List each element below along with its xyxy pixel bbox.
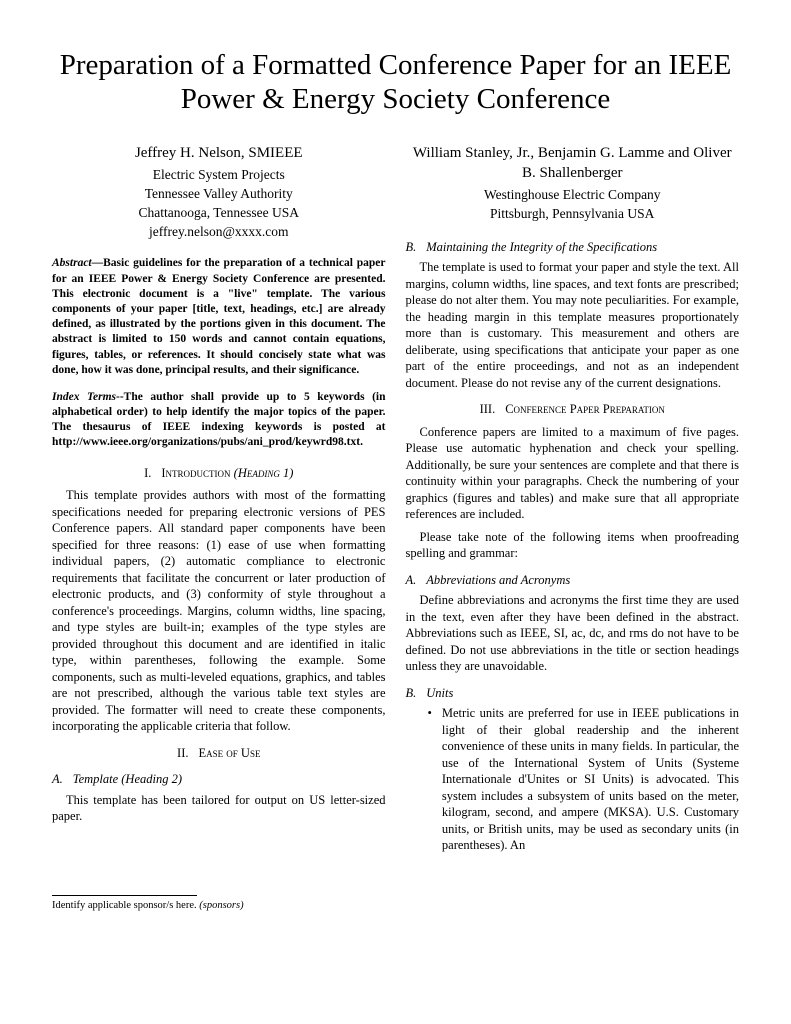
paragraph: Define abbreviations and acronyms the fi… (406, 592, 740, 675)
section-number: I. (144, 466, 151, 480)
paragraph: This template provides authors with most… (52, 487, 386, 735)
subsection-title: Template (Heading 2) (73, 772, 182, 786)
subsection-label: A. (52, 772, 63, 786)
section-heading-1: I.Introduction (Heading 1) (52, 465, 386, 482)
section-heading-3: III.Conference Paper Preparation (406, 401, 740, 418)
subsection-heading: A. Template (Heading 2) (52, 771, 386, 788)
footnote-rule (52, 895, 197, 896)
paragraph: This template has been tailored for outp… (52, 792, 386, 825)
subsection-heading: A. Abbreviations and Acronyms (406, 572, 740, 589)
abstract-text: —Basic guidelines for the preparation of… (52, 257, 386, 375)
paragraph: Conference papers are limited to a maxim… (406, 424, 740, 523)
abstract: Abstract—Basic guidelines for the prepar… (52, 256, 386, 377)
author-affil: Westinghouse Electric Company (406, 186, 740, 204)
subsection-title: Abbreviations and Acronyms (426, 573, 570, 587)
subsection-title: Units (426, 686, 453, 700)
author-email: jeffrey.nelson@xxxx.com (52, 223, 386, 241)
paragraph: The template is used to format your pape… (406, 259, 740, 391)
author-name: William Stanley, Jr., Benjamin G. Lamme … (406, 144, 740, 184)
subsection-label: B. (406, 686, 417, 700)
paragraph: Please take note of the following items … (406, 529, 740, 562)
subsection-label: A. (406, 573, 417, 587)
heading-paren: (Heading 1) (231, 466, 294, 480)
footnote-text: Identify applicable sponsor/s here. (52, 900, 199, 911)
author-block-right: William Stanley, Jr., Benjamin G. Lamme … (406, 144, 740, 222)
section-number: III. (480, 402, 496, 416)
section-number: II. (177, 746, 188, 760)
author-block-left: Jeffrey H. Nelson, SMIEEE Electric Syste… (52, 144, 386, 240)
footnote-source: (sponsors) (199, 900, 243, 911)
author-affil: Chattanooga, Tennessee USA (52, 204, 386, 222)
index-terms-label: Index Terms (52, 391, 116, 403)
author-affil: Tennessee Valley Authority (52, 185, 386, 203)
author-affil: Pittsburgh, Pennsylvania USA (406, 205, 740, 223)
index-terms: Index Terms--The author shall provide up… (52, 390, 386, 451)
paper-title: Preparation of a Formatted Conference Pa… (52, 48, 739, 116)
abstract-label: Abstract (52, 257, 92, 269)
bullet-icon: • (428, 705, 432, 854)
subsection-title: Maintaining the Integrity of the Specifi… (426, 240, 657, 254)
author-name: Jeffrey H. Nelson, SMIEEE (52, 144, 386, 164)
bullet-text: Metric units are preferred for use in IE… (442, 705, 739, 854)
author-affil: Electric System Projects (52, 166, 386, 184)
two-column-body: Jeffrey H. Nelson, SMIEEE Electric Syste… (52, 144, 739, 912)
subsection-label: B. (406, 240, 417, 254)
section-heading-2: II.Ease of Use (52, 745, 386, 762)
subsection-heading: B. Units (406, 685, 740, 702)
list-item: • Metric units are preferred for use in … (428, 705, 740, 854)
sponsor-footnote: Identify applicable sponsor/s here. (spo… (52, 899, 386, 913)
subsection-heading: B. Maintaining the Integrity of the Speci… (406, 239, 740, 256)
